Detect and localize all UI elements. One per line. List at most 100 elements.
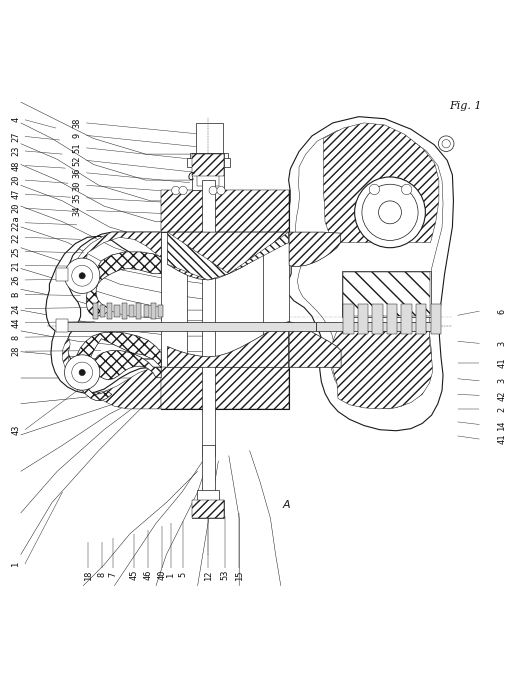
Bar [114, 305, 120, 317]
Circle shape [362, 184, 418, 240]
Circle shape [379, 201, 401, 224]
Text: 35: 35 [72, 193, 82, 203]
Polygon shape [46, 232, 162, 394]
Bar [158, 305, 163, 317]
Text: 53: 53 [220, 569, 229, 579]
Bar [56, 322, 316, 331]
Polygon shape [332, 323, 433, 409]
Circle shape [79, 369, 85, 376]
Text: 22a: 22a [11, 215, 20, 231]
Bar [197, 157, 219, 186]
Text: 34: 34 [72, 205, 82, 216]
Polygon shape [62, 337, 161, 409]
Polygon shape [161, 191, 289, 232]
Text: 20: 20 [11, 203, 20, 213]
Text: 9: 9 [72, 133, 82, 138]
Polygon shape [86, 252, 161, 316]
Text: 3: 3 [497, 378, 506, 383]
Polygon shape [192, 500, 224, 518]
Bar [151, 304, 156, 319]
Text: 38: 38 [72, 118, 82, 128]
Polygon shape [167, 322, 289, 367]
Polygon shape [323, 123, 439, 243]
Polygon shape [289, 232, 341, 266]
Polygon shape [343, 272, 430, 316]
Bar [358, 304, 368, 334]
Circle shape [369, 184, 380, 195]
Bar [161, 367, 289, 409]
Polygon shape [295, 125, 443, 409]
Text: 47: 47 [11, 189, 20, 200]
Bar [263, 232, 289, 367]
Text: 22: 22 [11, 232, 20, 243]
Text: 48: 48 [11, 160, 20, 170]
Bar [136, 304, 141, 319]
Bar [316, 322, 431, 331]
Text: 46: 46 [144, 569, 153, 579]
Text: A: A [282, 500, 290, 510]
Polygon shape [285, 116, 453, 431]
Bar [347, 274, 425, 313]
Circle shape [64, 258, 100, 293]
Bar [107, 304, 112, 319]
Text: 7: 7 [109, 572, 118, 577]
Bar [166, 195, 283, 227]
Circle shape [179, 186, 187, 195]
Text: 43: 43 [11, 424, 20, 435]
Circle shape [172, 186, 180, 195]
Bar [196, 123, 223, 154]
Text: 45: 45 [129, 569, 139, 579]
Circle shape [209, 186, 217, 195]
Bar [372, 304, 383, 334]
Text: 5: 5 [178, 572, 188, 577]
Bar [122, 304, 127, 319]
Text: 24: 24 [11, 304, 20, 314]
Text: 12: 12 [203, 569, 213, 579]
Bar [56, 268, 68, 281]
Polygon shape [167, 232, 229, 280]
Bar [202, 180, 215, 456]
Bar [197, 489, 219, 502]
Text: 28: 28 [11, 346, 20, 356]
Text: 8: 8 [98, 572, 107, 577]
Text: 2: 2 [497, 406, 506, 412]
Polygon shape [75, 332, 161, 401]
Text: 15: 15 [235, 569, 244, 579]
Text: 42: 42 [497, 390, 506, 401]
Text: 44: 44 [11, 317, 20, 328]
Circle shape [438, 136, 454, 152]
Text: 36: 36 [72, 168, 82, 178]
Polygon shape [75, 232, 161, 285]
Text: 4: 4 [11, 117, 20, 123]
Text: 25: 25 [11, 246, 20, 256]
Text: 40: 40 [158, 569, 167, 579]
Bar [342, 270, 431, 317]
Text: 51: 51 [72, 143, 82, 153]
Text: C: C [188, 172, 194, 182]
Text: 20: 20 [11, 175, 20, 185]
Bar [343, 304, 354, 334]
Bar [416, 304, 426, 334]
Bar [166, 373, 283, 404]
Text: 14: 14 [497, 419, 506, 430]
Circle shape [355, 177, 425, 247]
Bar [192, 153, 224, 191]
Text: 21: 21 [11, 260, 20, 271]
Text: 23: 23 [11, 146, 20, 156]
Polygon shape [161, 367, 289, 409]
Text: 26: 26 [11, 274, 20, 286]
Text: B: B [11, 292, 20, 297]
Circle shape [72, 265, 93, 286]
Polygon shape [229, 232, 289, 274]
Polygon shape [192, 154, 224, 176]
Bar [161, 191, 289, 232]
Circle shape [64, 355, 100, 390]
Bar [144, 305, 149, 317]
Bar [129, 305, 134, 317]
Bar [190, 152, 228, 160]
Bar [192, 500, 224, 518]
Bar [161, 232, 187, 367]
Circle shape [217, 186, 225, 195]
Circle shape [79, 272, 85, 279]
Text: 27: 27 [11, 131, 20, 141]
